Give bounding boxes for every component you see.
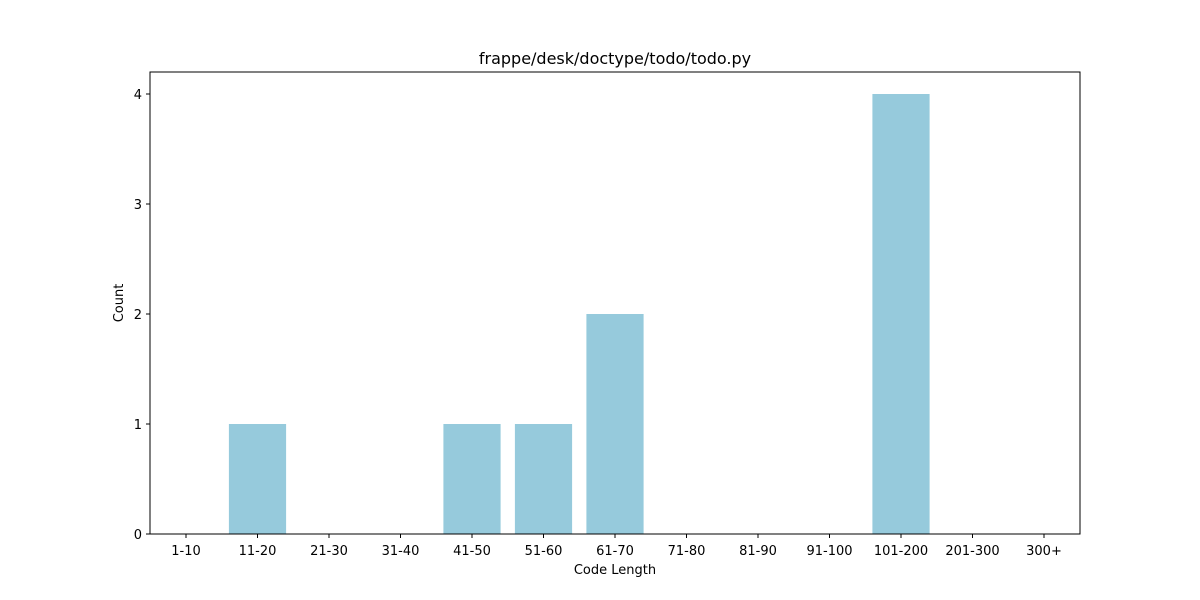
- x-axis-label: Code Length: [574, 563, 656, 578]
- x-tick-label: 1-10: [171, 544, 201, 559]
- bars-group: [228, 94, 930, 534]
- chart-title: frappe/desk/doctype/todo/todo.py: [479, 49, 751, 68]
- x-tick-label: 101-200: [874, 544, 928, 559]
- y-tick-label: 0: [134, 528, 142, 543]
- x-tick-label: 91-100: [806, 544, 852, 559]
- y-tick-label: 1: [134, 418, 142, 433]
- bar-101-200: [872, 94, 930, 534]
- x-axis-ticks: 1-10 11-20 21-30 31-40 41-50 51-60 61-70 71-80 8…: [171, 534, 1062, 559]
- x-tick-label: 51-60: [525, 544, 563, 559]
- x-tick-label: 21-30: [310, 544, 348, 559]
- bar-51-60: [514, 424, 573, 534]
- x-tick-label: 61-70: [596, 544, 634, 559]
- y-tick-label: 2: [134, 308, 142, 323]
- y-axis-ticks: 0 1 2 3 4: [134, 88, 150, 543]
- x-tick-label: 31-40: [382, 544, 420, 559]
- plot-frame: [149, 71, 1081, 535]
- bar-41-50: [443, 424, 501, 534]
- x-tick-label: 300+: [1026, 544, 1062, 559]
- x-tick-label: 11-20: [239, 544, 277, 559]
- x-tick-label: 41-50: [453, 544, 491, 559]
- x-tick-label: 201-300: [945, 544, 999, 559]
- x-tick-label: 71-80: [668, 544, 706, 559]
- x-tick-label: 81-90: [739, 544, 777, 559]
- y-tick-label: 3: [134, 198, 142, 213]
- bar-11-20: [228, 424, 287, 534]
- y-axis-label: Count: [112, 284, 127, 323]
- bar-61-70: [586, 314, 644, 534]
- y-tick-label: 4: [134, 88, 142, 103]
